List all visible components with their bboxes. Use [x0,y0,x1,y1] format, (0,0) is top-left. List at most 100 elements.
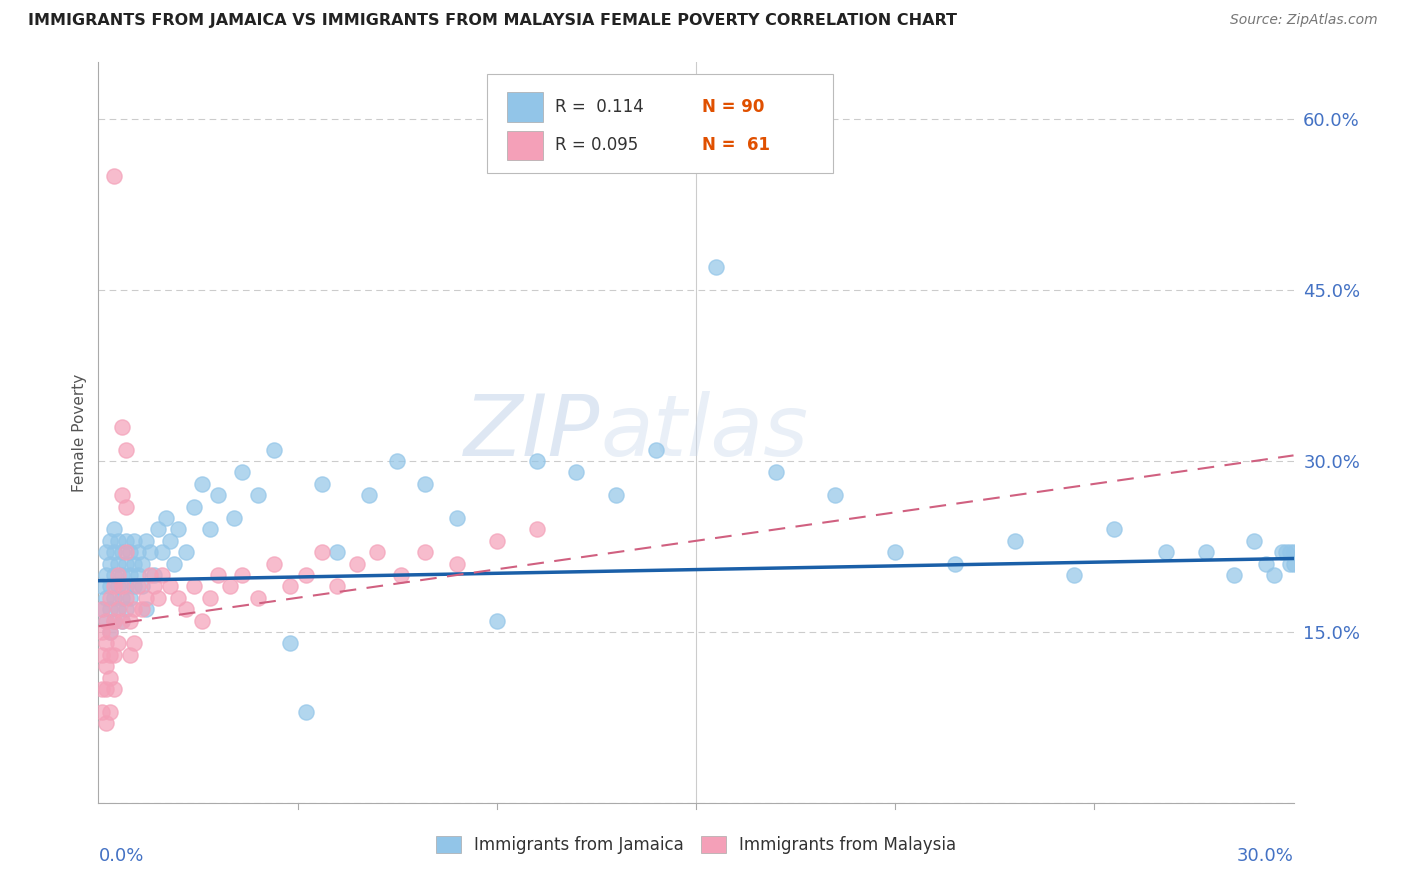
Point [96,614,118,628]
Point [294,705,316,719]
Point [174,602,197,616]
Point [96,545,118,559]
Point [1104,523,1126,537]
Point [107,602,129,616]
Point [219,579,242,593]
Point [278,579,301,593]
Point [120,648,142,662]
Point [111,420,134,434]
Point [96,614,118,628]
Point [143,579,166,593]
Point [103,523,125,537]
Point [115,500,138,514]
Point [159,533,181,548]
Point [366,545,388,559]
Point [98,624,122,639]
Point [115,602,138,616]
Point [191,614,214,628]
Point [150,545,173,559]
Point [326,579,349,593]
Point [413,476,436,491]
Text: N =  61: N = 61 [702,136,770,154]
Point [111,579,134,593]
Point [183,500,205,514]
Point [150,568,173,582]
Point [183,579,205,593]
Point [91,681,114,696]
Point [311,545,333,559]
Point [1243,533,1265,548]
Point [124,602,146,616]
Point [111,488,134,502]
Point [111,591,134,605]
Point [91,705,114,719]
Point [1195,545,1218,559]
Point [98,648,122,662]
Point [1263,568,1285,582]
Y-axis label: Female Poverty: Female Poverty [72,374,87,491]
Point [1154,545,1177,559]
Point [107,602,129,616]
Bar [508,92,543,121]
Point [278,636,301,650]
Point [413,545,436,559]
Point [124,533,146,548]
Point [605,488,627,502]
Text: atlas: atlas [600,391,808,475]
Point [326,545,349,559]
Point [96,716,118,731]
Point [1282,557,1305,571]
Point [1278,557,1301,571]
Point [127,545,149,559]
Point [111,614,134,628]
Point [359,488,381,502]
Point [111,568,134,582]
Point [103,545,125,559]
Point [1274,545,1296,559]
Point [485,533,508,548]
Point [135,591,157,605]
Point [131,579,153,593]
Point [943,557,966,571]
Point [120,614,142,628]
Point [107,533,129,548]
Point [96,659,118,673]
Point [207,488,229,502]
Point [107,636,129,650]
Point [98,705,122,719]
Point [103,591,125,605]
Point [1278,545,1301,559]
Point [127,568,149,582]
Point [131,602,153,616]
Point [311,476,333,491]
Point [131,557,153,571]
Point [198,523,221,537]
Point [207,568,229,582]
Point [645,442,668,457]
Point [167,591,190,605]
Text: R = 0.095: R = 0.095 [555,136,638,154]
Point [103,614,125,628]
Point [198,591,221,605]
Point [704,260,727,275]
Point [120,568,142,582]
Point [263,557,285,571]
Point [231,568,253,582]
Point [98,624,122,639]
Point [124,636,146,650]
Point [111,614,134,628]
Point [115,545,138,559]
Point [107,579,129,593]
Point [135,533,157,548]
Point [346,557,368,571]
Point [565,466,588,480]
Point [446,511,468,525]
Point [148,591,170,605]
Point [263,442,285,457]
Point [294,568,316,582]
Point [103,169,125,184]
Text: ZIP: ZIP [464,391,600,475]
Point [385,454,409,468]
Point [124,557,146,571]
Point [91,602,114,616]
